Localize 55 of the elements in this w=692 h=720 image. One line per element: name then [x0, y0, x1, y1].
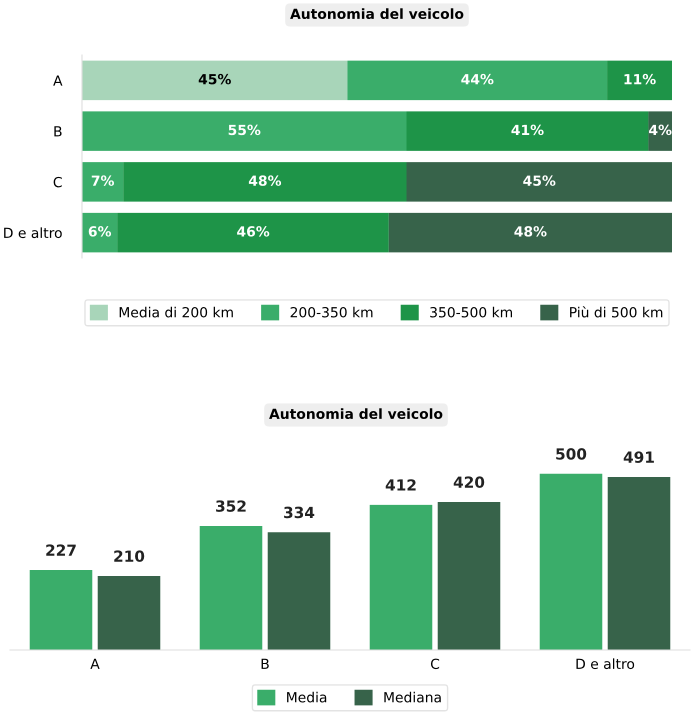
data-label: 46%	[237, 226, 270, 237]
bar	[123, 162, 406, 202]
data-label: 491	[624, 451, 654, 463]
legend-label: Mediana	[384, 692, 441, 703]
bar	[82, 111, 406, 151]
bar	[388, 212, 672, 252]
y-tick-label: A	[53, 76, 62, 86]
legend-label: 350-500 km	[430, 306, 512, 318]
data-label: 11%	[624, 74, 656, 84]
data-label: 7%	[92, 175, 114, 186]
data-label: 412	[386, 479, 416, 491]
bar	[30, 570, 92, 650]
bar	[82, 162, 124, 202]
legend-label: Media di 200 km	[120, 306, 233, 318]
chart-title: Autonomia del veicolo	[269, 408, 442, 420]
data-label: 41%	[511, 124, 544, 136]
y-tick-label: C	[54, 176, 62, 188]
legend-label: Media	[287, 692, 326, 703]
data-label: 48%	[248, 175, 282, 186]
x-tick-label: A	[90, 658, 100, 669]
y-tick-label: B	[54, 126, 62, 136]
data-label: 500	[556, 448, 586, 460]
data-label: 420	[454, 476, 484, 488]
data-label: 352	[216, 500, 246, 512]
bar	[200, 526, 262, 650]
data-label: 6%	[88, 226, 112, 237]
data-label: 48%	[514, 226, 547, 237]
bar	[117, 212, 389, 252]
bar	[82, 212, 118, 252]
bar	[98, 576, 160, 650]
legend-label: Più di 500 km	[570, 306, 662, 318]
bar	[607, 60, 672, 100]
bar	[406, 111, 648, 151]
bar	[348, 60, 608, 100]
bar	[82, 60, 348, 100]
data-label: 210	[114, 550, 144, 562]
y-tick-label: D e altro	[4, 227, 62, 238]
data-label: 4%	[649, 124, 672, 136]
x-tick-label: C	[430, 658, 440, 670]
bar	[370, 504, 432, 650]
x-tick-label: D e altro	[576, 658, 634, 670]
bar	[608, 476, 670, 650]
bar	[540, 474, 602, 650]
bar	[268, 532, 330, 650]
data-label: 55%	[228, 124, 260, 136]
bar	[406, 162, 672, 202]
x-tick-label: B	[262, 658, 269, 669]
data-label: 334	[284, 506, 314, 518]
chart-title: Autonomia del veicolo	[290, 8, 464, 20]
data-label: 44%	[461, 74, 494, 84]
data-label: 45%	[523, 175, 556, 186]
bar	[438, 502, 500, 650]
data-label: 45%	[198, 74, 231, 84]
legend-label: 200-350 km	[290, 306, 372, 318]
data-label: 227	[46, 544, 76, 556]
